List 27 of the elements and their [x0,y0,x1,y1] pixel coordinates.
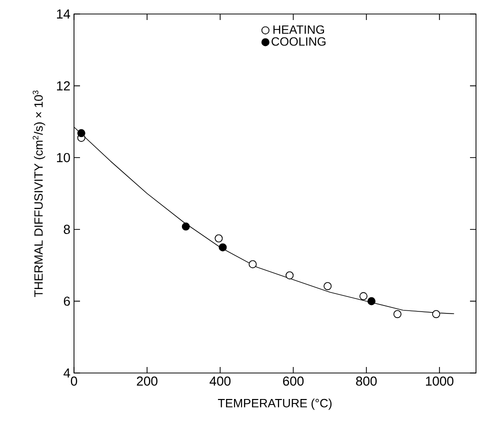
x-tick-label: 800 [356,376,377,386]
y-tick-label: 6 [64,296,70,306]
point [77,129,86,138]
x-tick-label: 0 [70,376,78,386]
y-tick-label: 4 [64,368,70,378]
point [214,234,223,242]
point [324,282,332,290]
x-tick-label: 1000 [426,376,454,386]
point [218,243,227,252]
y-tick-label: 12 [57,81,70,90]
point [248,260,257,268]
point [432,310,440,318]
y-tick-label: 14 [57,10,70,18]
y-axis-title: THERMAL DIFFUSIVITY (cm$^{2}$/s) × 10$^{3}$ [32,90,46,298]
point [393,310,402,318]
x-tick-label: 200 [136,376,158,386]
point [182,222,190,231]
x-tick-label: 600 [283,376,304,386]
point [286,271,294,280]
point [367,297,376,306]
y-tick-label: 10 [57,152,70,162]
point [359,292,368,300]
legend-label: HEATING [273,25,324,34]
x-tick-label: 400 [210,376,231,386]
legend-label: COOLING [272,37,326,46]
x-axis-title: TEMPERATURE (°C) [218,398,332,410]
y-tick-label: 8 [64,224,70,234]
